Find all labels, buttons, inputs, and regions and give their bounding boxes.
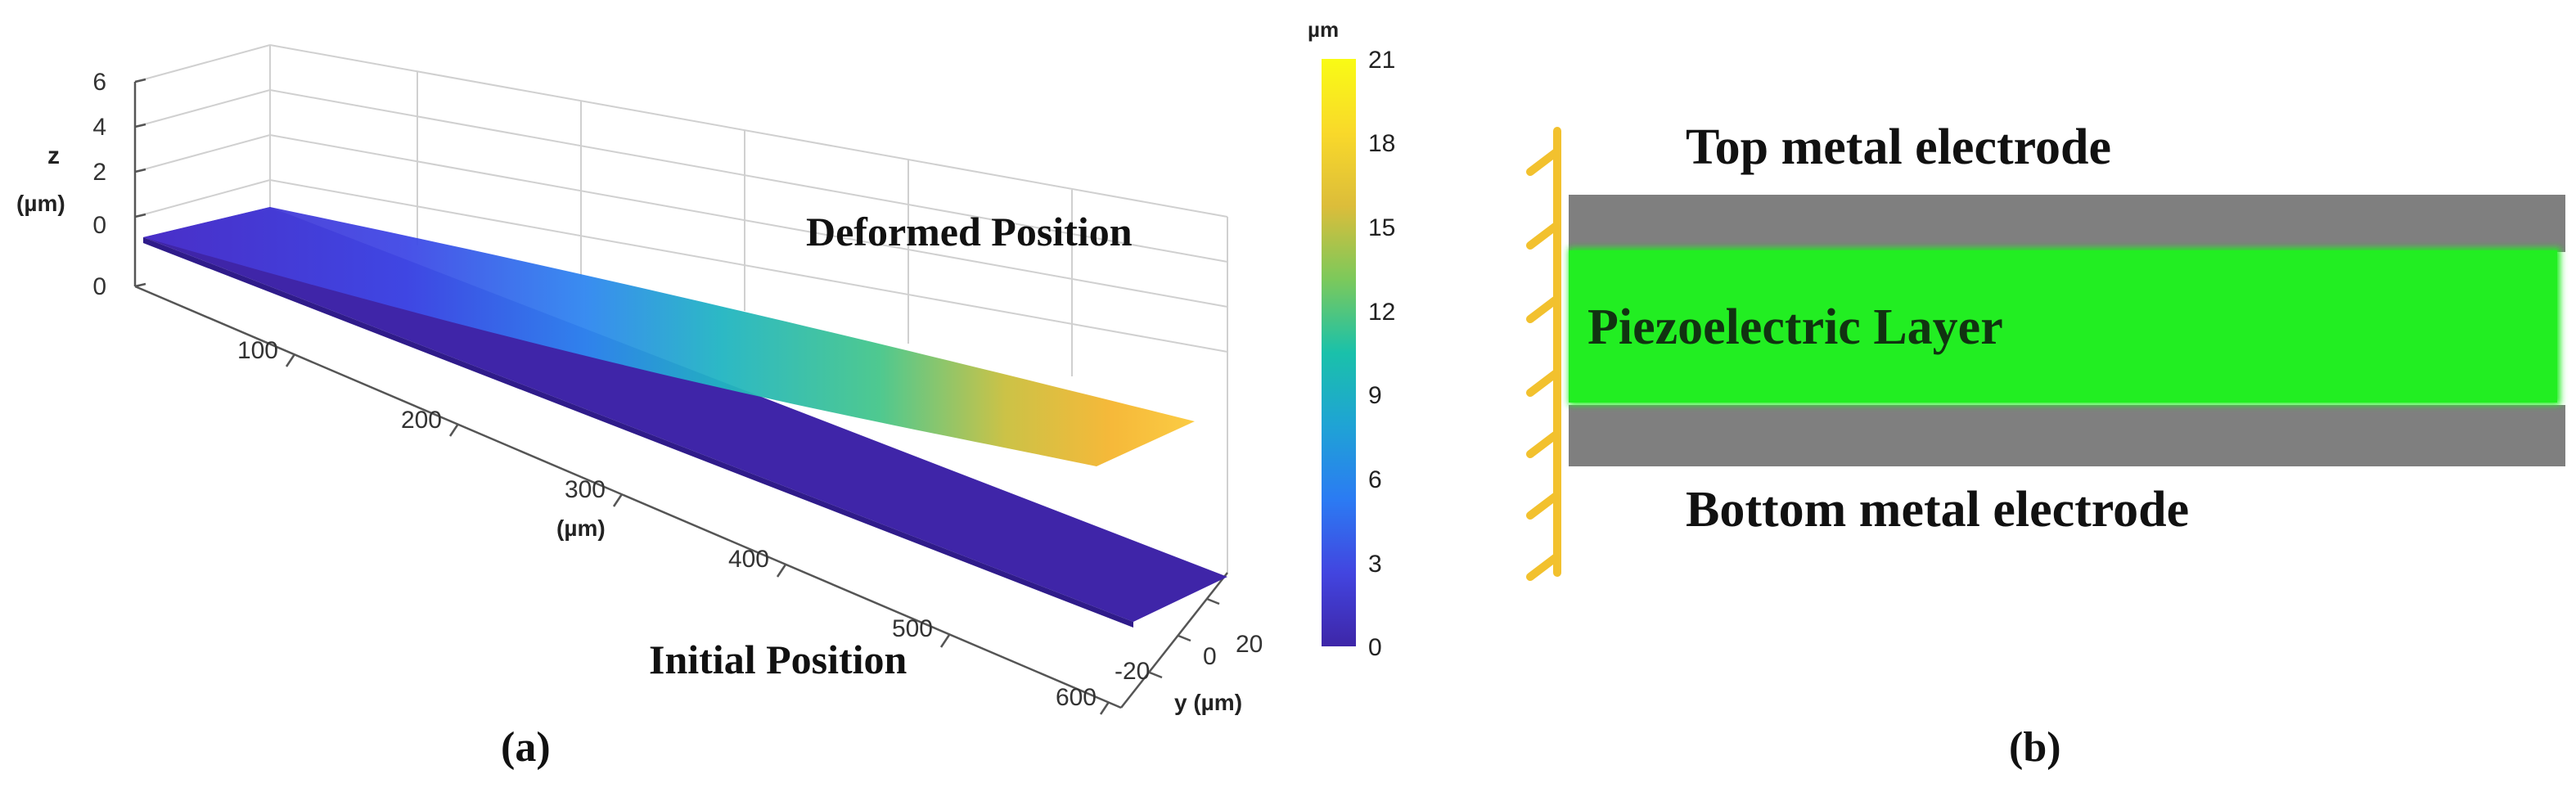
y-tick-label: 0 (1203, 643, 1217, 670)
bottom-electrode-label: Bottom metal electrode (1686, 482, 2189, 538)
z-tick-label: 2 (92, 159, 106, 186)
initial-position-label: Initial Position (649, 637, 907, 682)
colorbar-tick-label: 9 (1368, 382, 1382, 409)
x-axis-label: (µm) (556, 515, 606, 541)
caption-b: (b) (2009, 724, 2061, 771)
x-tick-label: 500 (892, 615, 933, 642)
initial-beam-edge (143, 237, 1133, 628)
top-electrode-label: Top metal electrode (1686, 119, 2111, 175)
y-axis-label: y (µm) (1174, 690, 1242, 715)
colorbar (1322, 59, 1356, 646)
deformed-position-label: Deformed Position (806, 209, 1133, 254)
caption-a: (a) (501, 724, 551, 771)
panel-a: 6 4 2 0 0 z (µm) 100 200 300 400 500 600… (16, 17, 1395, 771)
colorbar-tick-label: 3 (1368, 551, 1382, 578)
y-tick-label: 20 (1236, 631, 1263, 658)
colorbar-tick-label: 6 (1368, 466, 1382, 493)
z-axis-unit: (µm) (16, 191, 65, 216)
panel-b: Top metal electrode Piezoelectric Layer … (1526, 119, 2565, 771)
z-tick-label: 0 (92, 273, 106, 300)
piezoelectric-layer (1569, 250, 2557, 403)
colorbar-tick-label: 18 (1368, 130, 1395, 157)
axes-lines (133, 82, 1228, 709)
colorbar-tick-label: 21 (1368, 47, 1395, 74)
z-tick-label: 4 (92, 114, 106, 141)
deformed-beam (143, 207, 1195, 466)
z-axis-label: z (47, 142, 60, 169)
axes-grid (134, 44, 1228, 573)
z-tick-label: 0 (92, 212, 106, 239)
z-tick-marks (134, 78, 146, 288)
x-tick-marks (285, 353, 1110, 715)
clamp-support (1526, 127, 1561, 581)
z-tick-label: 6 (92, 69, 106, 96)
colorbar-tick-label: 12 (1368, 299, 1395, 326)
x-tick-label: 200 (401, 407, 442, 434)
colorbar-unit: µm (1308, 17, 1339, 42)
bottom-metal-electrode (1569, 405, 2565, 466)
top-metal-electrode (1569, 195, 2565, 252)
colorbar-tick-label: 15 (1368, 214, 1395, 241)
x-tick-label: 300 (565, 476, 606, 503)
colorbar-tick-label: 0 (1368, 634, 1382, 661)
y-tick-label: -20 (1115, 658, 1150, 685)
x-tick-label: 100 (237, 337, 278, 364)
piezoelectric-layer-label: Piezoelectric Layer (1587, 299, 2003, 355)
x-tick-label: 600 (1056, 684, 1097, 711)
y-tick-marks (1149, 597, 1220, 679)
x-tick-label: 400 (728, 546, 769, 573)
